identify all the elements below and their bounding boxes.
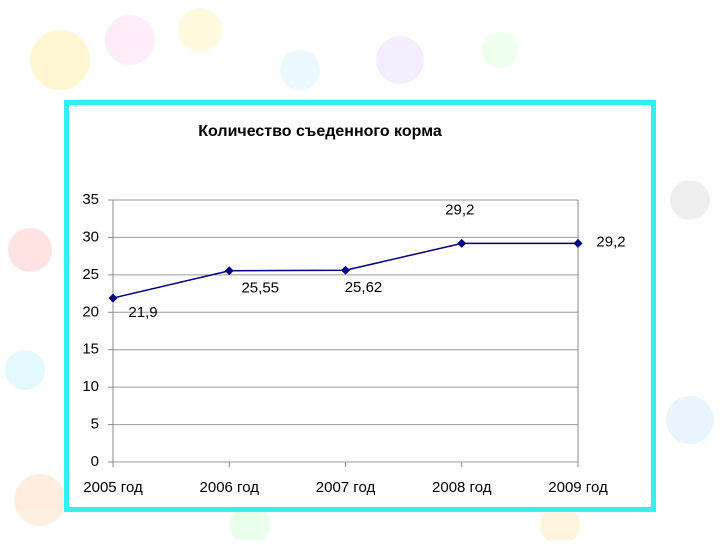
data-label: 21,9 bbox=[128, 304, 157, 321]
chart-title: Количество съеденного корма bbox=[198, 123, 442, 140]
y-tick-label: 5 bbox=[91, 416, 99, 433]
background-blobs bbox=[5, 8, 714, 545]
point-marker bbox=[341, 265, 350, 275]
data-label: 25,55 bbox=[241, 280, 279, 297]
x-tick-label: 2006 год bbox=[200, 479, 260, 496]
y-tick-label: 10 bbox=[82, 378, 99, 395]
x-tick-label: 2009 год bbox=[548, 479, 608, 496]
x-tick-label: 2008 год bbox=[432, 479, 492, 496]
data-label: 29,2 bbox=[445, 201, 474, 218]
y-tick-label: 15 bbox=[82, 341, 99, 358]
point-marker bbox=[108, 293, 118, 303]
y-tick-label: 25 bbox=[82, 266, 99, 283]
data-label: 29,2 bbox=[596, 233, 625, 250]
y-tick-label: 35 bbox=[82, 191, 99, 208]
x-tick-label: 2005 год bbox=[83, 479, 143, 496]
y-tick-label: 0 bbox=[91, 453, 99, 470]
y-tick-label: 20 bbox=[82, 303, 99, 320]
data-label: 25,62 bbox=[345, 279, 383, 296]
chart-frame bbox=[64, 100, 656, 512]
x-tick-label: 2007 год bbox=[316, 479, 376, 496]
y-tick-label: 30 bbox=[82, 228, 99, 245]
point-marker bbox=[224, 266, 234, 276]
point-marker bbox=[457, 238, 467, 248]
point-marker bbox=[573, 238, 583, 248]
